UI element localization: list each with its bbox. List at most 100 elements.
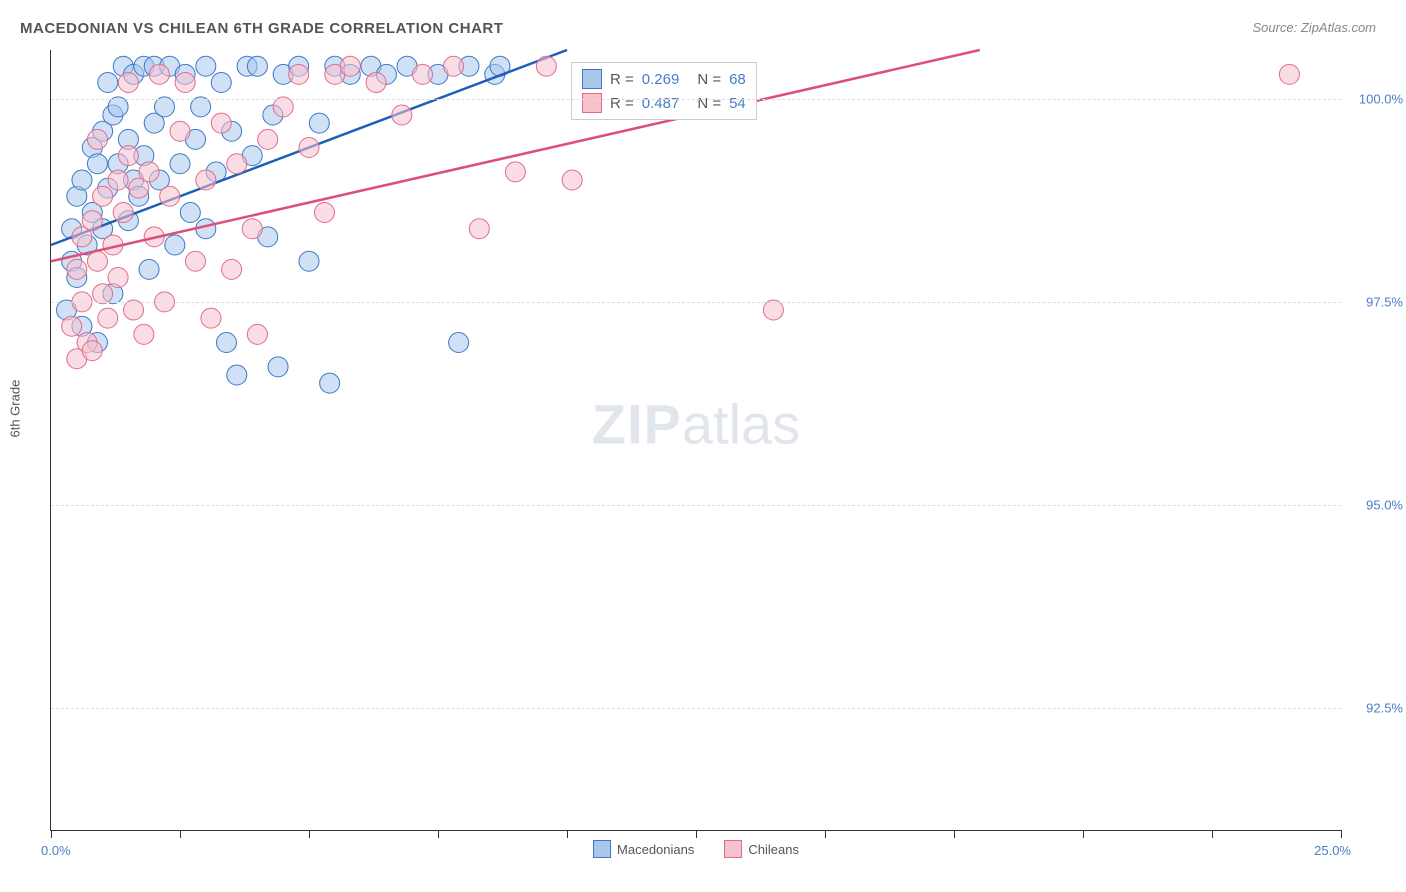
scatter-point — [314, 203, 334, 223]
source-label: Source: ZipAtlas.com — [1252, 20, 1376, 35]
x-tick — [567, 830, 568, 838]
scatter-point — [82, 211, 102, 231]
stats-n-value: 54 — [729, 95, 746, 112]
scatter-point — [247, 324, 267, 344]
gridline-h — [51, 302, 1341, 303]
scatter-point — [93, 186, 113, 206]
scatter-point — [413, 64, 433, 84]
scatter-point — [87, 154, 107, 174]
scatter-point — [98, 73, 118, 93]
scatter-point — [227, 154, 247, 174]
x-tick — [825, 830, 826, 838]
stats-legend-box: R = 0.269 N = 68 R = 0.487 N = 54 — [571, 62, 757, 120]
scatter-point — [98, 308, 118, 328]
scatter-point — [763, 300, 783, 320]
scatter-point — [443, 56, 463, 76]
x-tick — [1083, 830, 1084, 838]
scatter-point — [196, 170, 216, 190]
scatter-point — [273, 97, 293, 117]
stats-r-value: 0.269 — [642, 71, 680, 88]
scatter-point — [108, 268, 128, 288]
scatter-point — [82, 341, 102, 361]
scatter-point — [118, 73, 138, 93]
y-tick-label: 100.0% — [1348, 91, 1403, 106]
y-tick-label: 92.5% — [1348, 701, 1403, 716]
scatter-point — [216, 333, 236, 353]
x-tick — [696, 830, 697, 838]
y-tick-label: 95.0% — [1348, 498, 1403, 513]
scatter-point — [1279, 64, 1299, 84]
scatter-point — [309, 113, 329, 133]
legend-swatch — [593, 840, 611, 858]
scatter-point — [87, 129, 107, 149]
stats-n-value: 68 — [729, 71, 746, 88]
x-tick — [1341, 830, 1342, 838]
scatter-point — [211, 113, 231, 133]
scatter-point — [505, 162, 525, 182]
y-tick-label: 97.5% — [1348, 294, 1403, 309]
legend-swatch — [582, 93, 602, 113]
x-axis-min-label: 0.0% — [41, 843, 71, 858]
legend-label: Chileans — [748, 842, 799, 857]
x-axis-max-label: 25.0% — [1314, 843, 1351, 858]
x-tick — [954, 830, 955, 838]
scatter-point — [170, 154, 190, 174]
scatter-point — [562, 170, 582, 190]
scatter-point — [155, 97, 175, 117]
scatter-point — [87, 251, 107, 271]
scatter-point — [170, 121, 190, 141]
legend-label: Macedonians — [617, 842, 694, 857]
scatter-point — [185, 251, 205, 271]
scatter-point — [211, 73, 231, 93]
scatter-point — [160, 186, 180, 206]
stats-r-label: R = — [610, 71, 634, 88]
scatter-point — [108, 170, 128, 190]
scatter-point — [67, 259, 87, 279]
scatter-point — [134, 324, 154, 344]
plot-area: ZIPatlas R =0.269N =68R =0.487N =54 0.0%… — [50, 50, 1341, 831]
scatter-point — [196, 56, 216, 76]
scatter-point — [108, 97, 128, 117]
x-tick — [51, 830, 52, 838]
scatter-point — [113, 203, 133, 223]
scatter-point — [392, 105, 412, 125]
y-axis-label: 6th Grade — [8, 380, 23, 438]
x-tick — [1212, 830, 1213, 838]
scatter-point — [320, 373, 340, 393]
scatter-point — [72, 170, 92, 190]
scatter-point — [149, 64, 169, 84]
legend-swatch — [582, 69, 602, 89]
stats-n-label: N = — [697, 71, 721, 88]
gridline-h — [51, 99, 1341, 100]
scatter-point — [62, 316, 82, 336]
scatter-point — [165, 235, 185, 255]
scatter-point — [299, 251, 319, 271]
scatter-point — [139, 259, 159, 279]
bottom-legend: Macedonians Chileans — [593, 840, 799, 858]
gridline-h — [51, 505, 1341, 506]
scatter-point — [366, 73, 386, 93]
chart-svg — [51, 50, 1341, 830]
scatter-point — [449, 333, 469, 353]
scatter-point — [180, 203, 200, 223]
scatter-point — [93, 284, 113, 304]
scatter-point — [175, 73, 195, 93]
scatter-point — [247, 56, 267, 76]
x-tick — [180, 830, 181, 838]
scatter-point — [268, 357, 288, 377]
scatter-point — [191, 97, 211, 117]
stats-row: R = 0.269 N = 68 — [582, 67, 746, 91]
scatter-point — [258, 129, 278, 149]
scatter-point — [469, 219, 489, 239]
stats-r-label: R = — [610, 95, 634, 112]
scatter-point — [536, 56, 556, 76]
scatter-point — [299, 138, 319, 158]
scatter-point — [340, 56, 360, 76]
scatter-point — [222, 259, 242, 279]
scatter-point — [118, 146, 138, 166]
scatter-point — [289, 64, 309, 84]
chart-title: MACEDONIAN VS CHILEAN 6TH GRADE CORRELAT… — [20, 20, 503, 37]
legend-swatch — [724, 840, 742, 858]
stats-r-value: 0.487 — [642, 95, 680, 112]
stats-n-label: N = — [697, 95, 721, 112]
